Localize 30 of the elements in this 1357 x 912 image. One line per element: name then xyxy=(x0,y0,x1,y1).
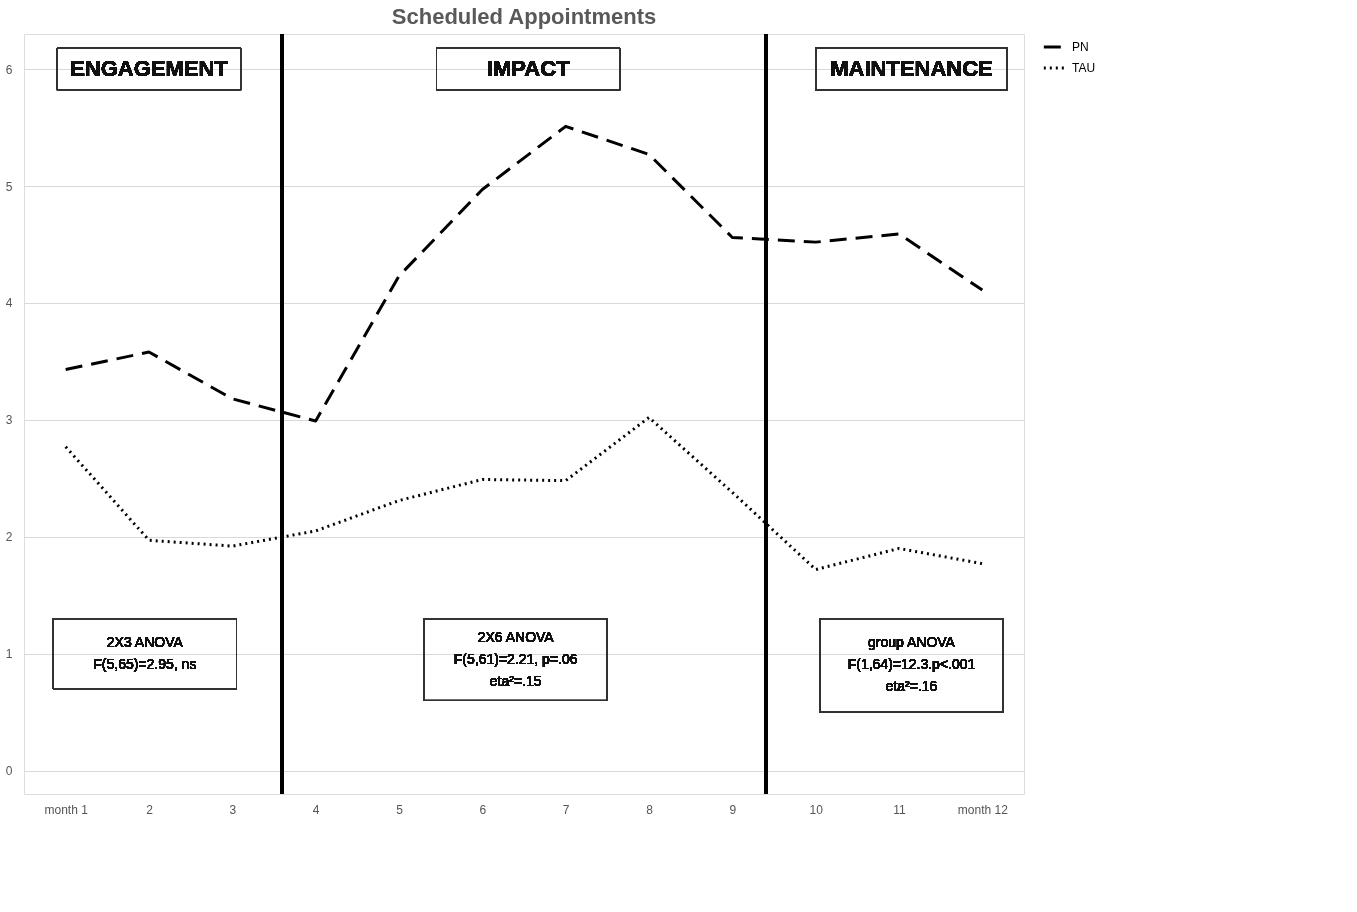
x-tick-label: 4 xyxy=(312,802,320,817)
y-tick-label: 5 xyxy=(5,179,13,194)
annotation: IMPACT xyxy=(486,56,571,82)
y-tick-label: 3 xyxy=(5,413,13,428)
x-tick-label: 3 xyxy=(229,802,237,817)
x-tick-label: 6 xyxy=(479,802,487,817)
x-tick-label: 10 xyxy=(809,802,824,817)
y-tick-label: 4 xyxy=(5,296,13,311)
x-tick-label: month 12 xyxy=(957,802,1009,817)
y-tick-label: 6 xyxy=(5,62,13,77)
x-tick-label: month 1 xyxy=(44,802,89,817)
x-tick-label: 2 xyxy=(146,802,154,817)
annotation: MAINTENANCE xyxy=(830,56,993,82)
annotation: group ANOVA F(1,64)=12.3.p<.001 eta²=.16 xyxy=(847,634,976,695)
x-tick-label: 9 xyxy=(729,802,737,817)
chart-title: Scheduled Appointments xyxy=(391,3,657,29)
annotation: 2X3 ANOVA F(5,65)=2.95, ns xyxy=(93,633,197,672)
y-tick-label: 2 xyxy=(5,530,13,545)
x-tick-label: 7 xyxy=(562,802,570,817)
line-series xyxy=(64,124,984,423)
line-series xyxy=(64,416,984,572)
x-tick-label: 8 xyxy=(646,802,654,817)
x-tick-label: 5 xyxy=(396,802,404,817)
annotation: 2X6 ANOVA F(5,61)=2.21, p=.06 eta²=.15 xyxy=(453,628,578,689)
y-tick-label: 0 xyxy=(5,764,13,779)
legend-label: PN xyxy=(1072,40,1089,54)
x-tick-label: 11 xyxy=(893,802,907,817)
annotation: ENGAGEMENT xyxy=(70,56,229,82)
legend-label: TAU xyxy=(1072,61,1096,75)
y-tick-label: 1 xyxy=(5,647,13,662)
